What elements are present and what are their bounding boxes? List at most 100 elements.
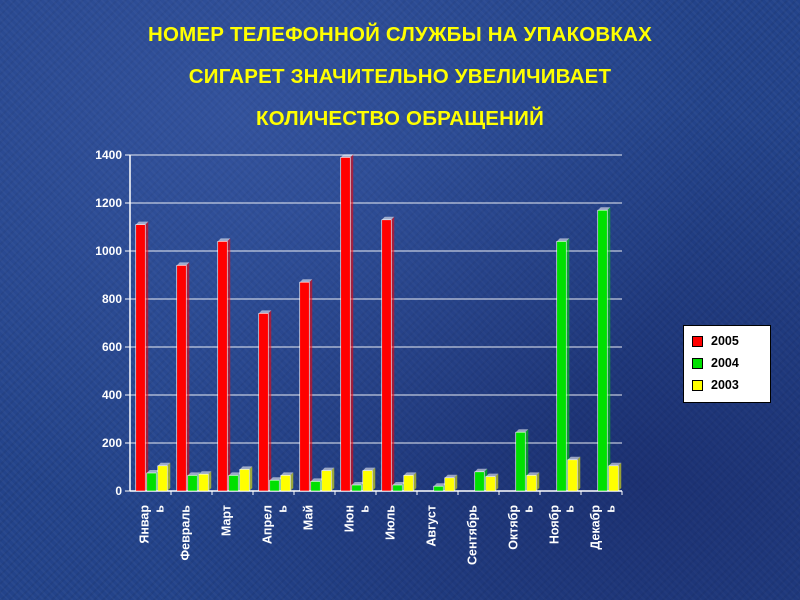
legend-label-2005: 2005 [711,334,739,348]
bar-2004-Октябрь [515,431,526,492]
title-line-2: СИГАРЕТ ЗНАЧИТЕЛЬНО УВЕЛИЧИВАЕТ [188,65,612,88]
legend-swatch-2004 [692,357,703,369]
bar-top-2003-1 [198,471,212,475]
bar-2005-Июль [381,219,392,492]
bar-top-2005-0 [135,221,149,225]
x-label-7-0: Август [425,505,439,547]
bar-top-2003-4 [321,467,335,471]
bar-2003-Апрель [280,475,291,492]
y-tick-label-200: 200 [102,436,122,450]
x-label-10-0: Ноябр [548,505,562,545]
bar-2003-Февраль [198,473,209,492]
x-label-5-1: ь [358,505,372,513]
bar-2003-Март [239,469,250,492]
bar-2005-Март [217,241,228,492]
bar-side-2003-3 [290,472,294,491]
x-label-11-1: ь [604,505,618,513]
y-tick-label-1400: 1400 [95,148,122,162]
bar-top-2005-6 [381,216,395,220]
bar-2004-Май [310,481,321,492]
x-label-0-0: Январ [138,505,152,544]
bar-2005-Июнь [340,157,351,492]
bar-side-2005-1 [186,262,190,491]
bar-top-2004-3 [269,477,283,481]
x-label-8-0: Сентябрь [466,505,480,565]
bar-top-2003-5 [362,467,376,471]
bar-2005-Май [299,281,310,492]
legend-label-2004: 2004 [711,356,739,370]
bar-side-2005-4 [309,279,313,491]
bar-side-2003-1 [208,471,212,491]
x-label-9-1: ь [522,505,536,513]
bar-top-2003-11 [608,462,622,466]
bar-top-2004-8 [474,468,488,472]
bar-side-2005-3 [268,310,272,491]
bar-2005-Февраль [176,265,187,492]
bar-side-2005-5 [350,154,354,491]
bar-2004-Февраль [187,475,198,492]
bar-side-2003-7 [454,474,458,491]
bar-2003-Декабрь [608,465,619,492]
y-tick-label-1200: 1200 [95,196,122,210]
bar-2003-Октябрь [526,475,537,492]
bar-top-2004-6 [392,482,406,485]
y-tick-label-400: 400 [102,388,122,402]
bar-2003-Август [444,477,455,492]
bar-top-2004-11 [597,207,611,211]
x-label-5-0: Июн [343,505,357,532]
chart-title: НОМЕР ТЕЛЕФОННОЙ СЛУЖБЫ НА УПАКОВКАХ СИГ… [0,14,800,140]
bar-2003-Сентябрь [485,476,496,492]
bar-top-2005-4 [299,279,313,283]
bar-side-2005-2 [227,238,231,491]
bar-top-2004-1 [187,472,201,476]
legend-item-2003: 2003 [692,376,739,394]
legend: 2005 2004 2003 [683,325,771,403]
bar-2004-Март [228,475,239,492]
bar-top-2004-2 [228,472,242,476]
bar-top-2005-3 [258,310,272,314]
bar-side-2003-4 [331,467,335,491]
legend-item-2004: 2004 [692,354,739,372]
legend-swatch-2003 [692,379,703,391]
x-label-1-0: Февраль [179,505,193,561]
title-line-3: КОЛИЧЕСТВО ОБРАЩЕНИЙ [255,107,545,130]
bar-side-2003-11 [618,462,622,491]
title-line-1: НОМЕР ТЕЛЕФОННОЙ СЛУЖБЫ НА УПАКОВКАХ [147,23,653,46]
bar-2003-Июнь [362,470,373,492]
x-label-11-0: Декабр [589,505,603,550]
bar-top-2003-9 [526,472,540,476]
bar-2004-Ноябрь [556,241,567,492]
bar-2005-Апрель [258,313,269,492]
bar-2004-Сентябрь [474,471,485,492]
bar-side-2004-10 [566,238,570,491]
bar-top-2003-7 [444,474,458,478]
legend-item-2005: 2005 [692,332,739,350]
x-label-10-1: ь [563,505,577,513]
bar-side-2003-9 [536,472,540,491]
bar-top-2004-4 [310,478,324,482]
bar-side-2003-5 [372,467,376,491]
bar-side-2003-8 [495,473,499,491]
legend-swatch-2005 [692,335,703,347]
y-tick-label-600: 600 [102,340,122,354]
bar-top-2003-8 [485,473,499,477]
x-label-2-0: Март [220,505,234,536]
bar-2004-Июль [392,484,403,492]
bar-side-2003-6 [413,472,417,491]
bar-side-2005-0 [145,221,149,491]
bar-top-2004-10 [556,238,570,242]
bar-top-2003-0 [157,462,171,466]
bar-2004-Август [433,485,444,492]
bar-side-2003-0 [167,462,171,491]
y-tick-label-0: 0 [115,484,122,498]
bar-2004-Июнь [351,484,362,492]
bar-2003-Январь [157,465,168,492]
bar-top-2003-6 [403,472,417,476]
bar-top-2003-10 [567,456,581,460]
bar-top-2005-5 [340,154,354,158]
bar-top-2004-5 [351,482,365,485]
y-tick-label-1000: 1000 [95,244,122,258]
x-label-4-0: Май [302,505,316,530]
bar-top-2005-1 [176,262,190,266]
